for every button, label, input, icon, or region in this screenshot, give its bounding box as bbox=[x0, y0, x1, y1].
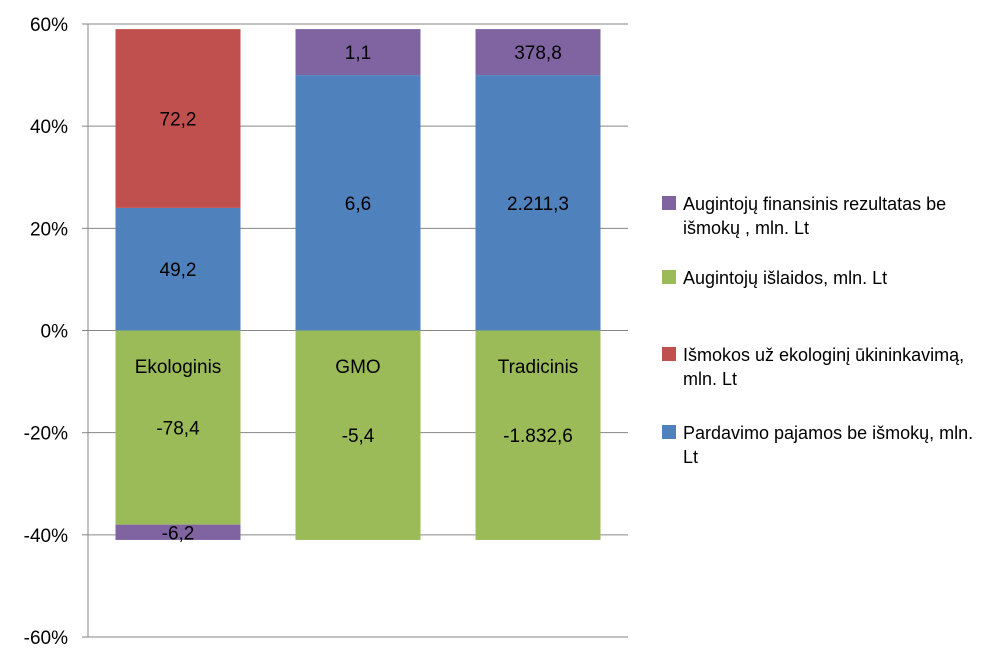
bar-segment bbox=[115, 524, 241, 540]
bar-segment bbox=[475, 330, 601, 540]
bar-chart-plot: 60% 40% 20% 0% -20% -40% -60% 49,2 72,2 -78,4 -6,2… bbox=[24, 15, 628, 649]
legend-item-finansinis-rezultatas: Augintojų finansinis rezultatas be išmok… bbox=[662, 192, 987, 240]
data-label: 1,1 bbox=[345, 43, 371, 64]
legend-label: Išmokos už ekologinį ūkininkavimą, mln. … bbox=[683, 345, 965, 389]
data-label: 6,6 bbox=[345, 194, 371, 215]
category-label: Ekologinis bbox=[135, 357, 222, 378]
legend-swatch-green bbox=[662, 270, 676, 284]
legend-item-pardavimo-pajamos: Pardavimo pajamos be išmokų, mln. Lt bbox=[662, 421, 987, 469]
category-label: Tradicinis bbox=[498, 357, 579, 378]
y-tick-label: 40% bbox=[30, 117, 68, 138]
legend-swatch-blue bbox=[662, 425, 676, 439]
legend-item-ismokos: Išmokos už ekologinį ūkininkavimą, mln. … bbox=[662, 343, 987, 391]
y-tick-label: -60% bbox=[24, 628, 68, 646]
bar-segment bbox=[115, 330, 241, 525]
data-label: 72,2 bbox=[160, 110, 197, 131]
legend-label: Augintojų išlaidos, mln. Lt bbox=[683, 268, 888, 288]
data-label: 378,8 bbox=[514, 43, 562, 64]
category-label: GMO bbox=[335, 357, 380, 378]
legend-swatch-red bbox=[662, 347, 676, 361]
y-tick-label: -40% bbox=[24, 526, 68, 547]
legend-swatch-purple bbox=[662, 196, 676, 210]
y-tick-label: 20% bbox=[30, 219, 68, 240]
data-label: -5,4 bbox=[342, 426, 375, 447]
data-label: -1.832,6 bbox=[503, 426, 573, 447]
legend-item-islaidos: Augintojų išlaidos, mln. Lt bbox=[662, 266, 987, 290]
bar-segment bbox=[115, 207, 241, 331]
data-label: 49,2 bbox=[160, 260, 197, 281]
legend-label: Augintojų finansinis rezultatas be išmok… bbox=[683, 194, 947, 238]
data-label: 2.211,3 bbox=[507, 194, 569, 215]
data-label: -78,4 bbox=[156, 419, 200, 440]
data-label: -6,2 bbox=[162, 523, 195, 544]
chart-legend: Augintojų finansinis rezultatas be išmok… bbox=[662, 0, 987, 646]
y-tick-label: -20% bbox=[24, 424, 68, 445]
y-tick-label: 0% bbox=[41, 322, 69, 343]
legend-label: Pardavimo pajamos be išmokų, mln. Lt bbox=[683, 423, 974, 467]
bar-segment bbox=[475, 75, 601, 331]
bar-segment bbox=[295, 330, 421, 540]
y-tick-label: 60% bbox=[30, 15, 68, 36]
bar-segment bbox=[295, 75, 421, 331]
bar-segment bbox=[115, 29, 241, 208]
bar-segment bbox=[295, 29, 421, 76]
bar-segment bbox=[475, 29, 601, 76]
